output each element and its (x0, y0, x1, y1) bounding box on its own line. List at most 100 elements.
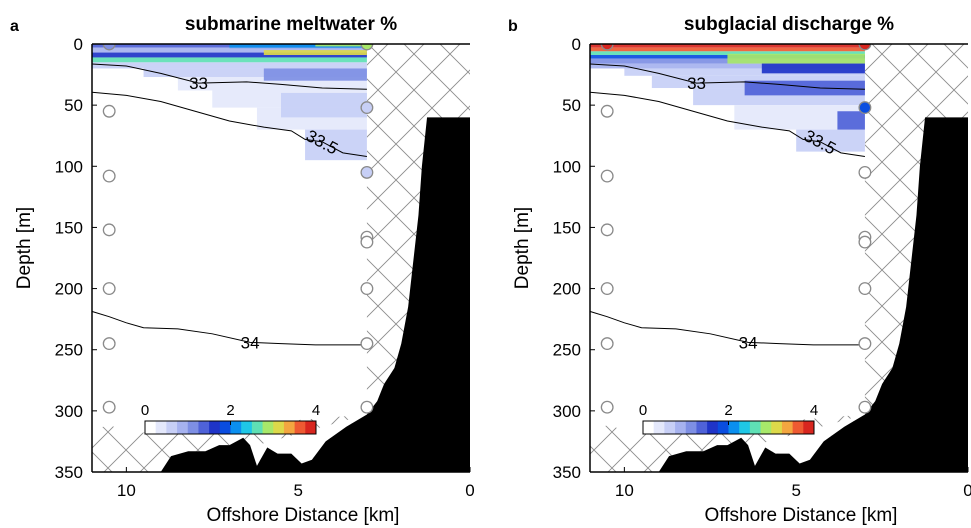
station-marker (360, 101, 374, 115)
contour-band (315, 44, 367, 47)
isohaline-33.5 (92, 91, 367, 157)
isohaline-34 (590, 310, 865, 346)
colorbar-segment (230, 421, 242, 434)
colorbar: 0 2 4 (141, 402, 320, 435)
y-tick-label: 100 (55, 157, 83, 176)
station-marker (600, 282, 614, 296)
y-tick-label: 350 (55, 463, 83, 482)
contour-label: 34 (739, 333, 758, 352)
y-tick-label: 0 (572, 35, 581, 54)
contour-band (92, 47, 367, 53)
contour-band (590, 51, 865, 56)
colorbar-tick-label: 4 (312, 402, 320, 419)
station-marker (360, 165, 374, 179)
colorbar-segment (198, 421, 210, 434)
station-marker (102, 104, 116, 118)
station-marker (600, 400, 614, 414)
station-marker (360, 337, 374, 351)
y-tick-label: 50 (64, 96, 83, 115)
colorbar-segment (664, 421, 676, 434)
y-axis-label: Depth [m] (512, 207, 533, 289)
contour-band (92, 52, 367, 58)
contour-label: 33 (189, 74, 208, 93)
colorbar-segment (781, 421, 794, 434)
colorbar-segment (653, 421, 665, 434)
x-tick-label: 10 (615, 481, 634, 500)
station-marker (102, 337, 116, 351)
contour-band (92, 57, 367, 63)
colorbar-tick-label: 2 (226, 402, 234, 419)
contour-band (281, 92, 367, 118)
station-marker (858, 282, 872, 296)
colorbar-segment (803, 421, 815, 434)
station-marker (102, 169, 116, 183)
x-tick-label: 5 (293, 481, 302, 500)
colorbar-segment (145, 421, 157, 434)
station-marker (858, 400, 872, 414)
colorbar-segment (251, 421, 264, 434)
colorbar-segment (273, 421, 285, 434)
chart-title: submarine meltwater % (185, 14, 397, 35)
y-tick-label: 300 (55, 402, 83, 421)
seafloor (658, 117, 968, 472)
station-marker (600, 223, 614, 237)
station-marker (102, 400, 116, 414)
x-axis-label: Offshore Distance [km] (207, 505, 400, 526)
isohaline-33 (92, 63, 367, 90)
contour-band (727, 53, 865, 64)
station-marker (360, 282, 374, 296)
colorbar-segment (187, 421, 199, 434)
x-tick-label: 0 (465, 481, 474, 500)
colorbar-segment (696, 421, 708, 434)
station-marker (858, 235, 872, 249)
colorbar-segment (675, 421, 687, 434)
station-marker (360, 235, 374, 249)
seafloor (160, 117, 470, 472)
contour-band (590, 63, 865, 69)
colorbar-tick-label: 0 (639, 402, 647, 419)
colorbar-segment (262, 421, 274, 434)
contour-band (263, 50, 367, 56)
station-marker (600, 337, 614, 351)
y-tick-label: 200 (55, 280, 83, 299)
colorbar-segment (177, 421, 189, 434)
y-tick-label: 100 (553, 157, 581, 176)
colorbar-segment (771, 421, 783, 434)
isohaline-34 (92, 310, 367, 346)
contour-band (590, 44, 865, 48)
colorbar-tick-label: 0 (141, 402, 149, 419)
colorbar-segment (707, 421, 719, 434)
x-tick-label: 0 (963, 481, 971, 500)
station-marker (600, 104, 614, 118)
panel-label: b (508, 18, 518, 35)
station-marker (858, 337, 872, 351)
colorbar-segment (792, 421, 804, 434)
station-marker (858, 165, 872, 179)
contour-label: 34 (241, 333, 260, 352)
colorbar-segment (305, 421, 317, 434)
colorbar-segment (283, 421, 296, 434)
colorbar-segment (760, 421, 772, 434)
colorbar-segment (241, 421, 253, 434)
y-tick-label: 150 (553, 218, 581, 237)
contour-band (263, 68, 367, 81)
station-marker (600, 169, 614, 183)
station-marker (360, 400, 374, 414)
colorbar-segment (166, 421, 178, 434)
water-region (92, 44, 367, 472)
colorbar-segment (643, 421, 655, 434)
y-tick-label: 250 (553, 341, 581, 360)
isohaline-33 (590, 63, 865, 90)
y-tick-label: 200 (553, 280, 581, 299)
colorbar-segment (155, 421, 167, 434)
colorbar-segment (749, 421, 762, 434)
colorbar: 0 2 4 (639, 402, 818, 435)
y-tick-label: 300 (553, 402, 581, 421)
y-tick-label: 350 (553, 463, 581, 482)
colorbar-segment (739, 421, 751, 434)
contour-band (837, 111, 865, 130)
